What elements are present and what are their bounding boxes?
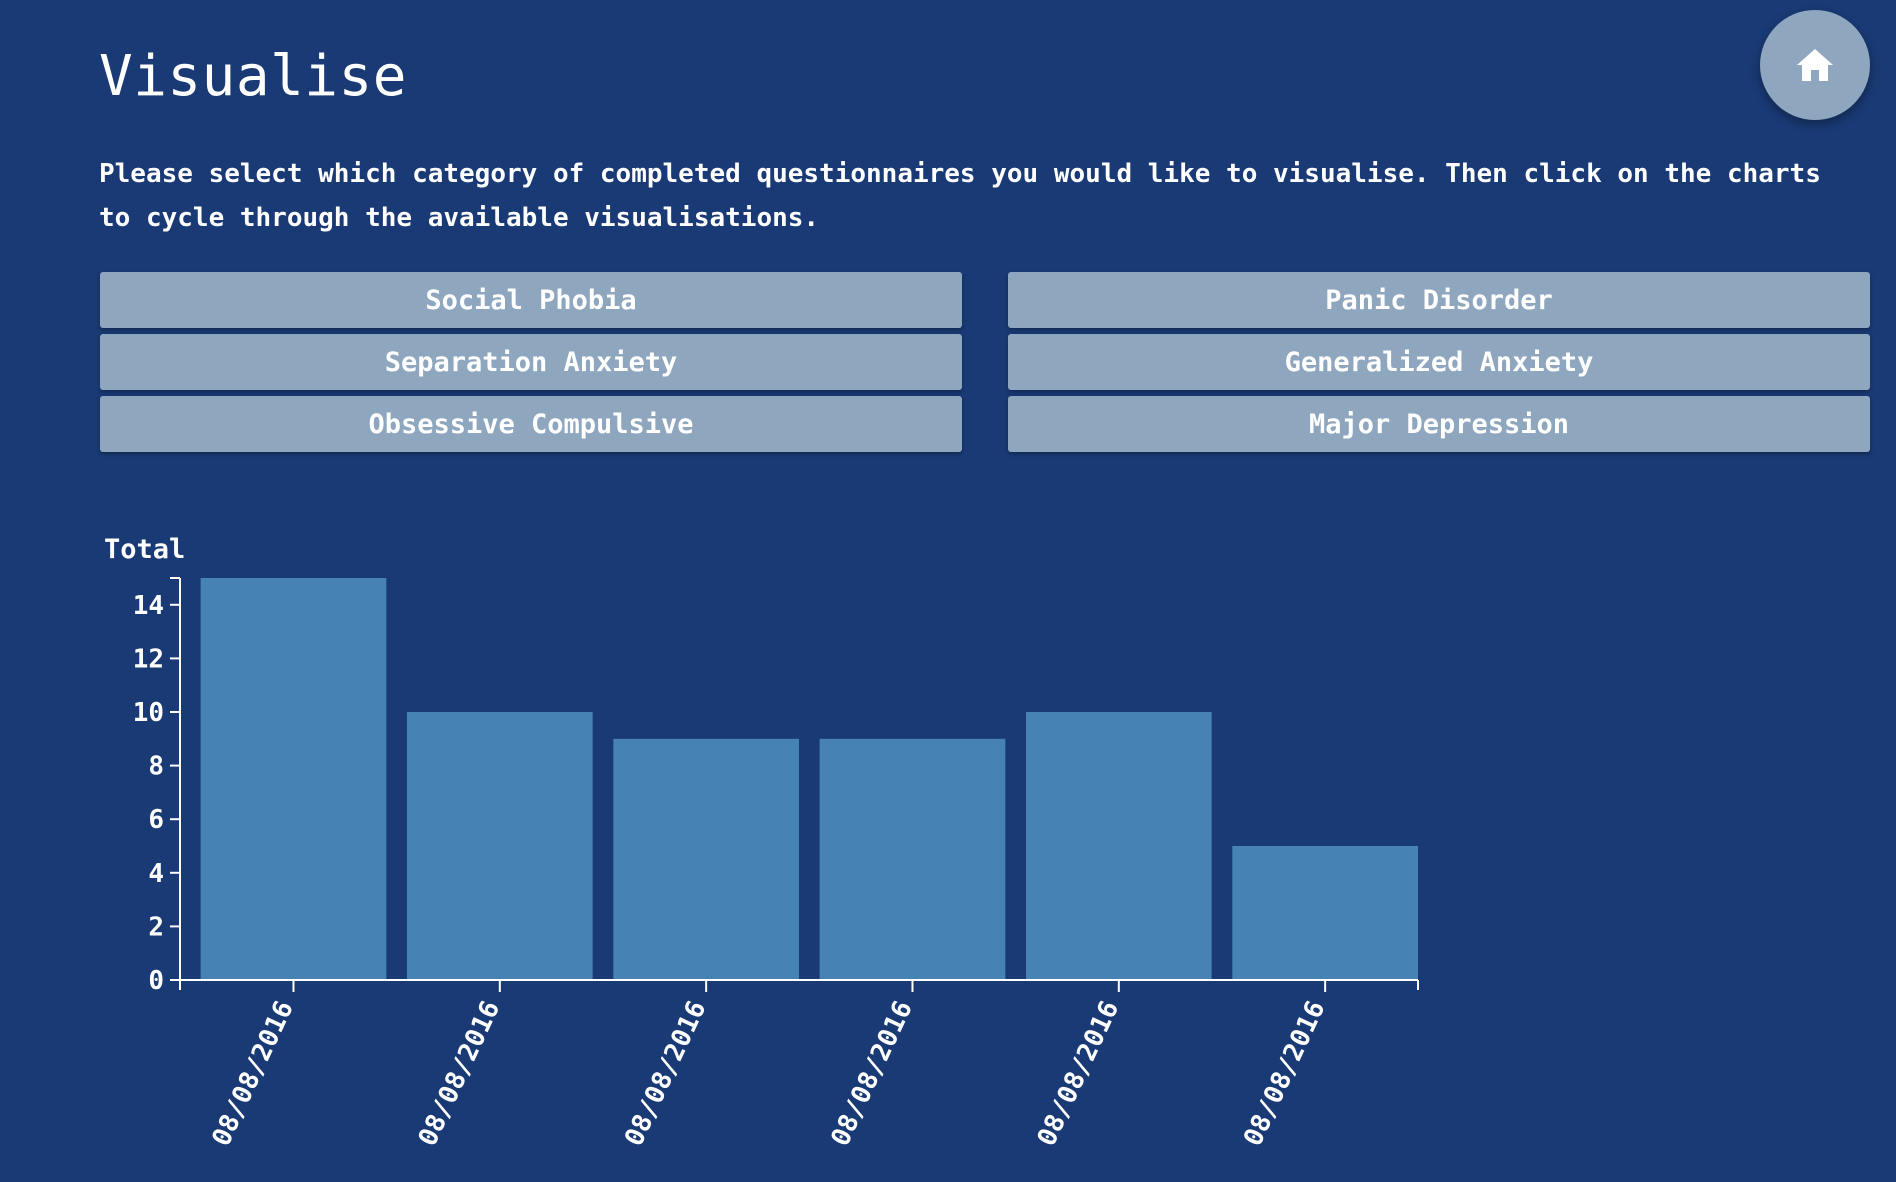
y-tick-label: 14 <box>133 591 164 621</box>
obsessive-compulsive-button[interactable]: Obsessive Compulsive <box>100 396 962 452</box>
x-tick-label: 08/08/2016 <box>413 996 506 1151</box>
generalized-anxiety-button[interactable]: Generalized Anxiety <box>1008 334 1870 390</box>
chart-bar[interactable] <box>406 712 593 980</box>
chart-bar[interactable] <box>819 738 1006 980</box>
x-tick-label: 08/08/2016 <box>1032 996 1125 1151</box>
instructions-text: Please select which category of complete… <box>99 159 1821 233</box>
y-tick-label: 12 <box>133 644 164 674</box>
y-tick-label: 4 <box>148 859 164 889</box>
home-icon <box>1797 49 1833 81</box>
chart-bar[interactable] <box>200 578 387 980</box>
panic-disorder-button[interactable]: Panic Disorder <box>1008 272 1870 328</box>
separation-anxiety-button[interactable]: Separation Anxiety <box>100 334 962 390</box>
category-buttons: Social Phobia Panic Disorder Separation … <box>100 272 1870 452</box>
y-axis-label: Total <box>104 534 185 565</box>
y-tick-label: 0 <box>148 966 164 996</box>
social-phobia-button[interactable]: Social Phobia <box>100 272 962 328</box>
x-tick-label: 08/08/2016 <box>1238 996 1331 1151</box>
y-tick-label: 6 <box>148 805 164 835</box>
y-tick-label: 8 <box>148 752 164 782</box>
x-tick-label: 08/08/2016 <box>825 996 918 1151</box>
y-tick-label: 2 <box>148 912 164 942</box>
x-tick-label: 08/08/2016 <box>206 996 299 1151</box>
chart-bar[interactable] <box>613 738 799 980</box>
page-title: Visualise <box>99 44 407 109</box>
y-tick-label: 10 <box>133 698 164 728</box>
chart-bar[interactable] <box>1025 712 1212 980</box>
home-button[interactable] <box>1760 10 1870 120</box>
chart-bar[interactable] <box>1232 846 1418 980</box>
major-depression-button[interactable]: Major Depression <box>1008 396 1870 452</box>
x-tick-label: 08/08/2016 <box>619 996 712 1151</box>
